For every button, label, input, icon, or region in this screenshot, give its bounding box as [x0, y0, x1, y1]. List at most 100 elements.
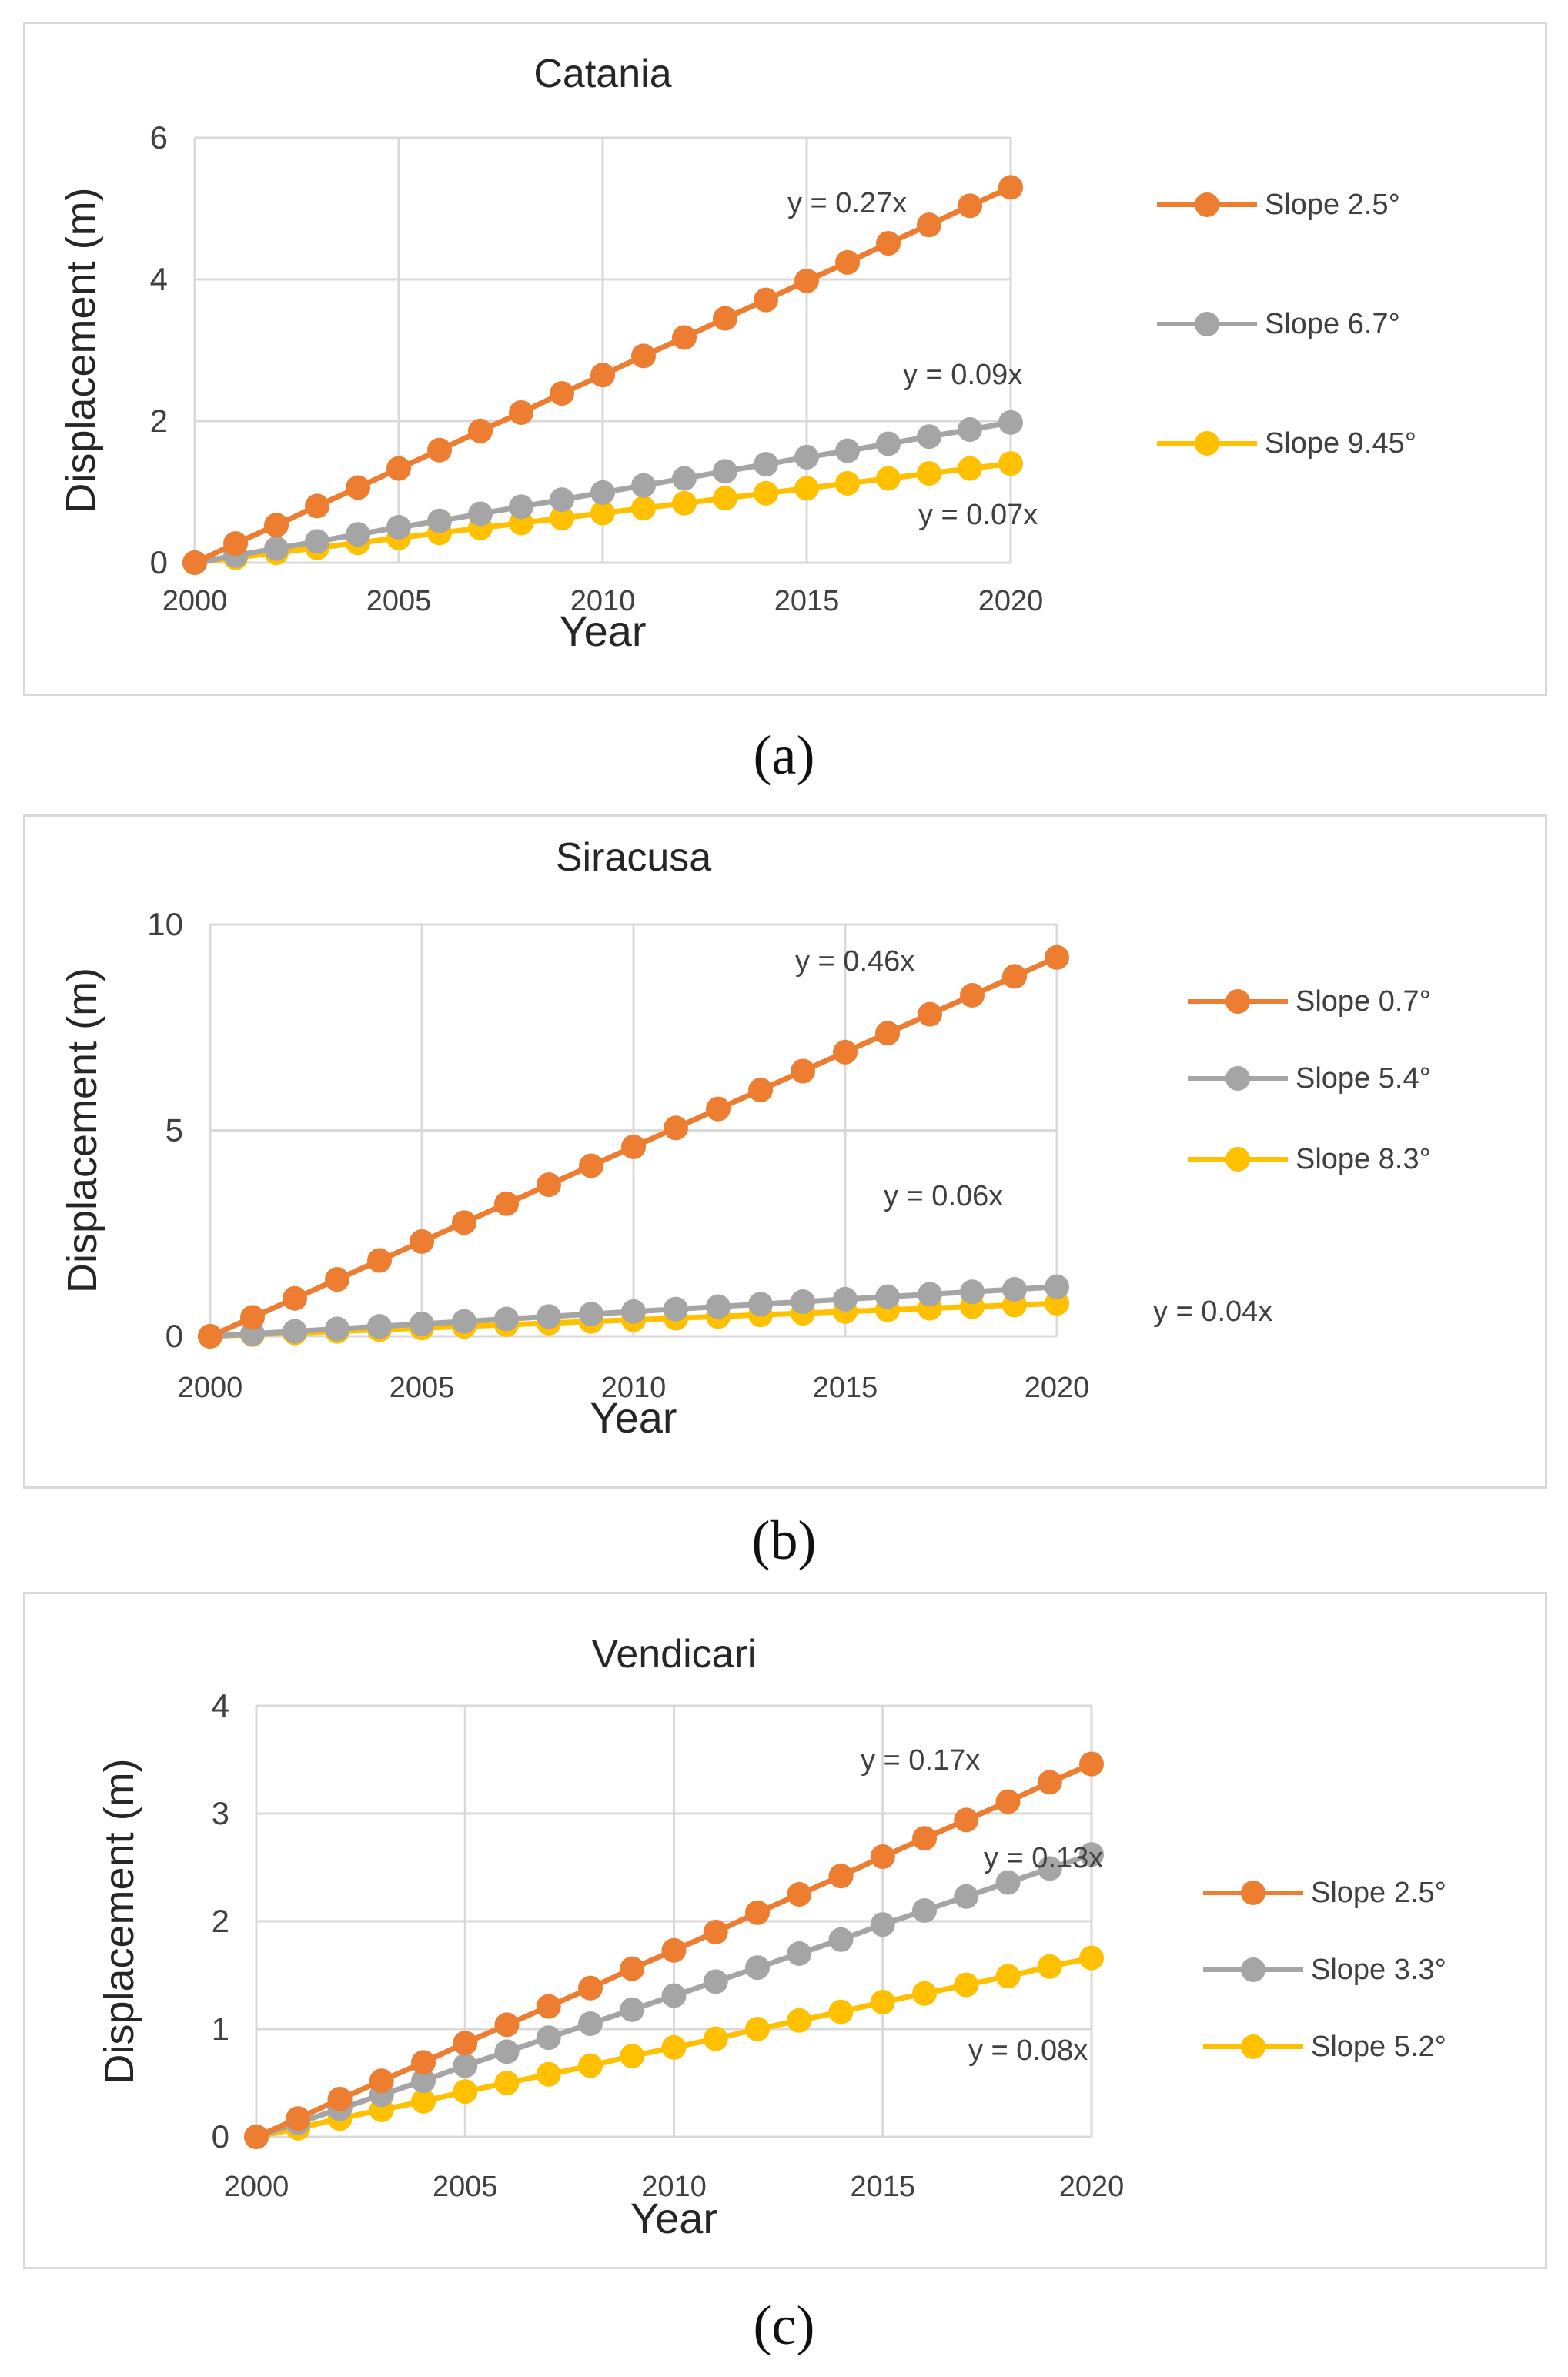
data-point: [427, 508, 452, 533]
data-point: [453, 2053, 478, 2078]
x-tick-label: 2000: [162, 585, 228, 617]
data-point: [958, 417, 982, 443]
legend-swatch-marker: [1195, 431, 1219, 456]
legend-swatch: [1203, 2024, 1303, 2070]
data-point: [876, 466, 901, 491]
data-point: [452, 1309, 476, 1334]
data-point: [621, 1299, 646, 1324]
legend-label: Slope 6.7°: [1265, 307, 1400, 340]
trendline-equation: y = 0.08x: [968, 2034, 1088, 2067]
data-point: [875, 1284, 900, 1309]
legend-swatch-marker: [1225, 1066, 1250, 1091]
data-point: [264, 536, 289, 561]
data-point: [787, 1882, 812, 1907]
y-tick-label: 2: [212, 1903, 229, 1939]
data-point: [369, 2068, 394, 2094]
data-point: [713, 306, 737, 331]
data-point: [244, 2125, 269, 2149]
data-point: [198, 1324, 222, 1349]
data-point: [1002, 1277, 1027, 1302]
data-point: [494, 2039, 520, 2064]
data-point: [958, 456, 982, 481]
data-point: [367, 1248, 392, 1273]
data-point: [835, 249, 860, 275]
chart-panel-catania: Catania 2000 2005 2010 2015 2020 0 2 4 6 Year Displ…: [23, 22, 1547, 696]
x-axis-label: Year: [559, 607, 646, 655]
data-point: [579, 1153, 603, 1178]
data-point: [1037, 1856, 1062, 1881]
data-point: [787, 2008, 812, 2033]
series-3: [244, 1945, 1104, 2149]
data-point: [367, 1314, 392, 1339]
x-tick-label: 2005: [389, 1372, 455, 1404]
data-point: [537, 1172, 561, 1198]
x-axis-label: Year: [590, 1393, 677, 1442]
data-point: [325, 1267, 349, 1292]
data-point: [828, 1999, 854, 2024]
data-point: [620, 1956, 645, 1981]
x-tick-label: 2005: [366, 585, 432, 617]
x-tick-label: 2000: [224, 2171, 289, 2203]
series-1: [182, 175, 1023, 575]
data-point: [672, 466, 697, 491]
data-point: [706, 1294, 731, 1319]
data-point: [954, 1884, 979, 1909]
trendline-equation: y = 0.06x: [884, 1180, 1003, 1212]
legend-label: Slope 5.2°: [1311, 2030, 1446, 2063]
data-point: [960, 1279, 985, 1305]
y-tick-label: 10: [147, 906, 183, 942]
data-point: [787, 1941, 812, 1966]
y-tick-label: 3: [212, 1795, 229, 1831]
chart-plot-catania: Catania 2000 2005 2010 2015 2020 0 2 4 6 Year Displ…: [58, 52, 1043, 655]
data-point: [410, 1229, 434, 1254]
legend-label: Slope 0.7°: [1296, 985, 1431, 1018]
data-point: [835, 438, 860, 463]
data-point: [998, 410, 1023, 435]
legend-label: Slope 2.5°: [1311, 1876, 1446, 1909]
data-point: [468, 418, 493, 443]
data-point: [664, 1115, 688, 1141]
data-point: [590, 480, 615, 505]
data-point: [794, 268, 819, 293]
data-point: [590, 363, 615, 388]
data-point: [791, 1058, 815, 1084]
data-point: [283, 1285, 307, 1311]
data-point: [386, 515, 411, 540]
data-point: [411, 2068, 436, 2094]
x-tick-label: 2020: [1025, 1372, 1090, 1404]
trendline-equation: y = 0.13x: [984, 1842, 1103, 1874]
data-point: [703, 2026, 728, 2051]
legend-item: Slope 2.5°: [1203, 1870, 1446, 1916]
data-point: [833, 1039, 858, 1065]
data-point: [870, 1844, 895, 1869]
data-point: [620, 2044, 645, 2068]
legend-swatch: [1188, 1055, 1288, 1102]
data-point: [1037, 1954, 1062, 1979]
legend-swatch: [1157, 420, 1257, 466]
data-point: [452, 1210, 476, 1235]
data-point: [536, 2061, 561, 2087]
x-tick-label: 2015: [813, 1372, 878, 1404]
chart-title: Siracusa: [556, 835, 711, 880]
data-point: [550, 487, 574, 513]
data-point: [264, 513, 289, 538]
chart-plot-siracusa: Siracusa 2000 2005 2010 2015 2020 0 5 10 Year Disp…: [59, 835, 1272, 1442]
trendline-equation: y = 0.07x: [918, 499, 1038, 531]
data-point: [835, 470, 860, 496]
data-point: [754, 480, 778, 506]
x-tick-label: 2010: [641, 2171, 707, 2203]
data-point: [794, 444, 819, 470]
data-point: [828, 1927, 854, 1952]
data-point: [578, 2053, 603, 2078]
data-point: [918, 1282, 942, 1307]
data-point: [550, 381, 574, 406]
data-point: [958, 193, 982, 219]
legend-swatch-marker: [1225, 1147, 1250, 1172]
x-tick-label: 2020: [1059, 2171, 1125, 2203]
data-point: [912, 1981, 937, 2006]
x-tick-label: 2000: [178, 1372, 243, 1404]
data-point: [631, 473, 656, 498]
data-point: [954, 1972, 979, 1998]
data-point: [745, 1955, 770, 1981]
data-point: [631, 496, 656, 521]
